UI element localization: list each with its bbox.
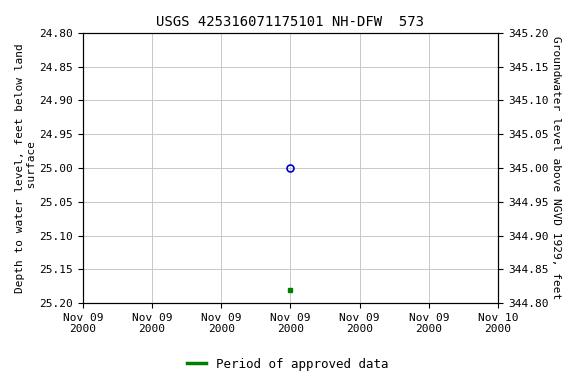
Legend: Period of approved data: Period of approved data [183, 353, 393, 376]
Y-axis label: Depth to water level, feet below land
 surface: Depth to water level, feet below land su… [15, 43, 37, 293]
Y-axis label: Groundwater level above NGVD 1929, feet: Groundwater level above NGVD 1929, feet [551, 36, 561, 300]
Title: USGS 425316071175101 NH-DFW  573: USGS 425316071175101 NH-DFW 573 [157, 15, 425, 29]
